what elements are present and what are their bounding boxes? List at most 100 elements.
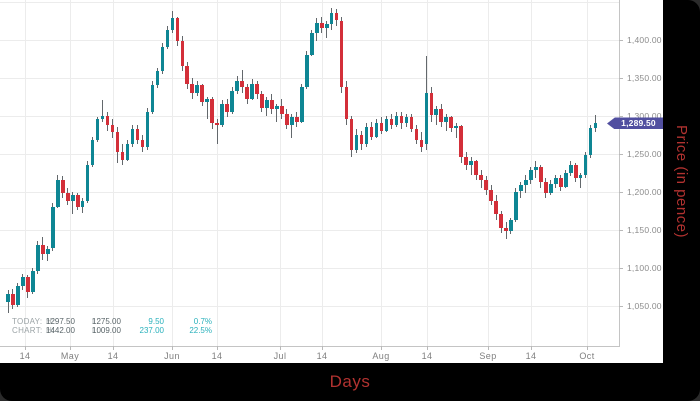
date-tick — [217, 346, 218, 350]
candle-up — [275, 106, 279, 110]
date-axis-line — [0, 346, 620, 347]
candle-up — [21, 276, 25, 286]
price-tick-label: 1,100.00 — [627, 262, 662, 273]
candle-up — [354, 134, 359, 150]
candle-down — [389, 119, 394, 125]
legend-row-name: CHART: — [12, 326, 43, 335]
candle-down — [11, 294, 15, 306]
price-tick — [619, 267, 623, 269]
price-tick — [619, 39, 623, 41]
candle-wick — [276, 104, 278, 122]
v-gridline — [280, 0, 281, 346]
candle-down — [135, 129, 140, 140]
candle-up — [588, 128, 593, 155]
candle-down — [41, 244, 45, 254]
candle-down — [439, 109, 444, 122]
candle-up — [324, 24, 329, 29]
v-gridline — [488, 0, 489, 346]
candle-down — [75, 195, 80, 207]
v-gridline — [113, 0, 114, 346]
candle-up — [160, 47, 165, 72]
date-tick-label: 14 — [107, 351, 119, 361]
candle-up — [568, 164, 573, 174]
candle-up — [454, 126, 458, 128]
candle-up — [80, 200, 85, 207]
v-gridline — [25, 0, 26, 346]
date-tick — [70, 346, 71, 350]
candle-up — [469, 161, 473, 165]
candle-down — [260, 94, 264, 108]
candle-up — [85, 164, 90, 201]
price-tick-label: 1,400.00 — [627, 34, 662, 45]
candle-wick — [455, 123, 457, 139]
candle-up — [404, 117, 409, 124]
candle-up — [6, 294, 10, 302]
candle-down — [459, 126, 463, 157]
price-tick-label: 1,350.00 — [627, 72, 662, 83]
candle-down — [295, 117, 299, 122]
candle-wick — [435, 106, 437, 125]
candle-up — [56, 180, 60, 207]
candle-up — [31, 271, 35, 292]
candle-down — [474, 161, 478, 175]
candle-down — [499, 214, 503, 228]
candle-down — [115, 132, 120, 152]
date-tick — [322, 346, 323, 350]
date-tick — [587, 346, 588, 350]
v-gridline — [217, 0, 218, 346]
candle-down — [215, 123, 219, 125]
date-tick — [427, 346, 428, 350]
candle-down — [379, 123, 384, 131]
candle-wick — [291, 113, 293, 139]
candle-up — [563, 173, 568, 187]
candle-up — [145, 111, 150, 148]
candle-wick — [47, 246, 49, 262]
candle-wick — [206, 96, 208, 120]
candle-up — [70, 195, 75, 201]
v-gridline — [172, 0, 173, 346]
candle-down — [489, 189, 493, 201]
price-tick-label: 1,250.00 — [627, 148, 662, 159]
candle-down — [185, 66, 190, 84]
legend-change-pct: 0.7% — [193, 317, 212, 326]
date-tick — [531, 346, 532, 350]
candle-wick — [580, 172, 582, 188]
candle-up — [444, 117, 449, 122]
candle-down — [285, 113, 289, 125]
price-tick — [619, 153, 623, 155]
date-tick — [280, 346, 281, 350]
candle-down — [270, 100, 274, 110]
price-tick — [619, 305, 623, 307]
h-gridline — [0, 305, 619, 307]
h-gridline — [0, 267, 619, 269]
date-tick — [113, 346, 114, 350]
legend-change: 237.00 — [139, 326, 164, 335]
candle-up — [394, 115, 399, 125]
candle-down — [419, 139, 424, 148]
candle-up — [265, 100, 269, 108]
candle-up — [235, 81, 239, 92]
candle-up — [95, 119, 100, 140]
candle-down — [65, 193, 70, 201]
candle-up — [220, 104, 224, 125]
candle-down — [175, 18, 180, 42]
price-tick — [619, 77, 623, 79]
date-tick-label: 14 — [421, 351, 433, 361]
plot-area[interactable] — [0, 0, 663, 363]
date-tick — [172, 346, 173, 350]
candle-down — [140, 139, 145, 148]
v-gridline — [381, 0, 382, 346]
candle-down — [349, 119, 354, 150]
candle-up — [300, 86, 304, 122]
candle-down — [479, 174, 483, 181]
candle-down — [210, 98, 214, 124]
last-price-marker: 1,289.50 — [607, 117, 663, 130]
price-tick-label: 1,050.00 — [627, 300, 662, 311]
candle-down — [334, 12, 339, 21]
candle-down — [240, 81, 244, 87]
candle-up — [125, 144, 130, 160]
candle-down — [60, 180, 65, 193]
h-gridline — [0, 153, 619, 155]
candle-down — [558, 177, 563, 187]
